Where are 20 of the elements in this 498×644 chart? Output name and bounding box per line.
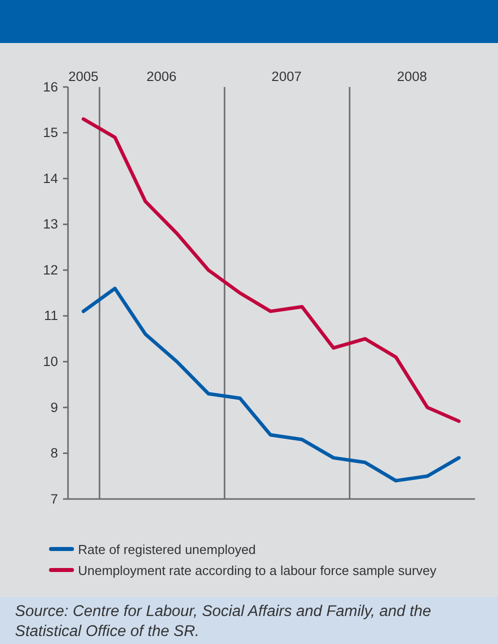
source-note: Source: Centre for Labour, Social Affairs and Family, and the Statistical Office of the SR. — [15, 603, 432, 640]
legend-label: Unemployment rate according to a labour force sample survey — [78, 563, 437, 578]
y-tick-label: 14 — [42, 170, 58, 186]
x-tick-label: 2008 — [396, 69, 427, 84]
y-tick-label: 16 — [42, 79, 58, 94]
y-tick-label: 7 — [50, 491, 58, 506]
x-tick-label: 2007 — [272, 69, 302, 84]
y-tick-label: 13 — [42, 216, 58, 232]
footer-panel: Source: Centre for Labour, Social Affairs and Family, and the Statistical Office of the SR. — [0, 597, 498, 644]
line-series — [82, 117, 461, 423]
x-tick-label: 2005 — [68, 69, 98, 84]
legend-label: Rate of registered unemployed — [78, 542, 256, 557]
y-tick-label: 15 — [42, 125, 58, 140]
y-tick-label: 12 — [42, 262, 58, 278]
x-tick-label: 2006 — [146, 69, 177, 84]
y-tick-label: 10 — [42, 354, 58, 369]
line-series — [82, 286, 461, 482]
y-tick-label: 11 — [44, 308, 58, 324]
y-tick-label: 8 — [50, 446, 58, 461]
y-tick-label: 9 — [50, 400, 58, 415]
